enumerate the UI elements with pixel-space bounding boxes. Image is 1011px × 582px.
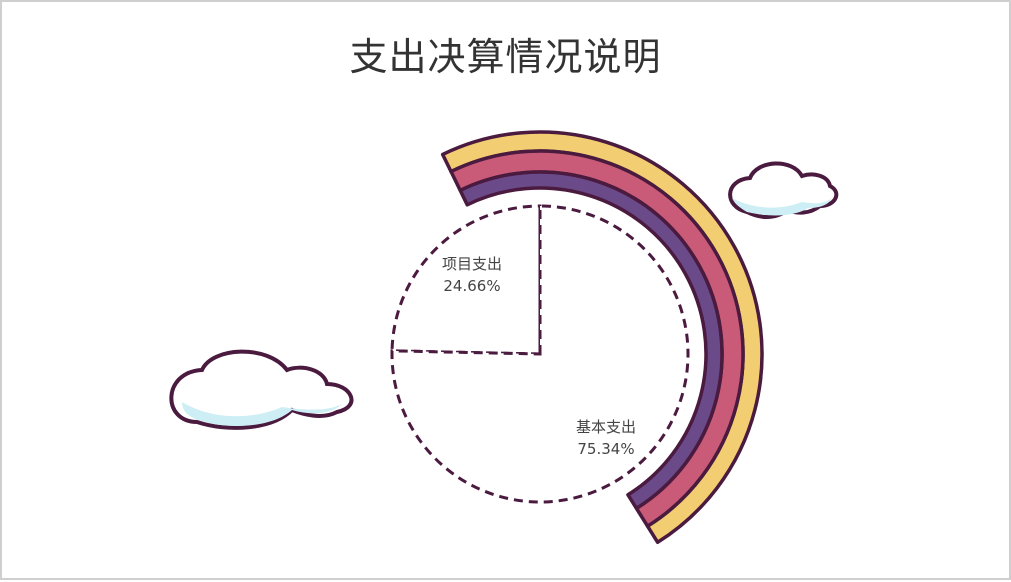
slice-label-group-basic: 基本支出 75.34%: [576, 418, 636, 458]
pie-slice-basic: [390, 204, 690, 504]
cloud-left-icon: [169, 349, 354, 430]
cloud-right-icon: [728, 161, 839, 219]
slice-label-basic-percent: 75.34%: [577, 440, 634, 458]
slice-label-group-project: 项目支出 24.66%: [442, 255, 502, 295]
slice-label-basic-name: 基本支出: [576, 418, 636, 436]
chart-title: 支出决算情况说明: [349, 35, 662, 79]
pie-slices: [390, 204, 690, 504]
slice-label-project-percent: 24.66%: [443, 277, 500, 295]
rainbow-band-inner: [458, 170, 724, 511]
pie-slice-project: [390, 204, 542, 356]
slice-label-project-name: 项目支出: [442, 255, 502, 273]
rainbow-bands: [440, 130, 764, 545]
